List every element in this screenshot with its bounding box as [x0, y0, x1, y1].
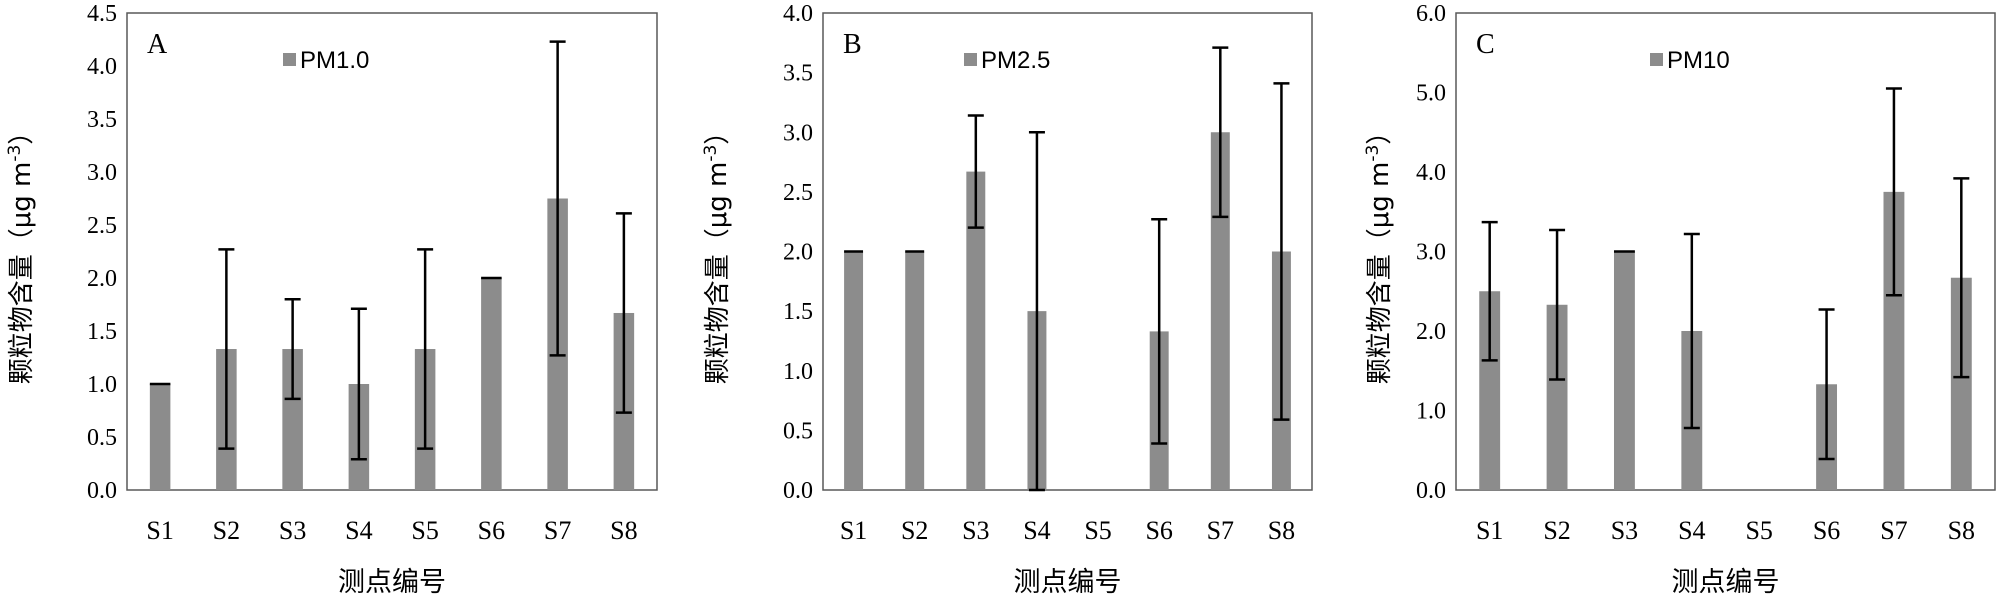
y-axis-title-superscript: -3 [5, 145, 25, 162]
y-tick-label: 2.0 [87, 266, 117, 292]
x-tick-label-s4: S4 [1023, 516, 1050, 545]
y-tick-label: 5.0 [1416, 81, 1446, 107]
bar-s7 [1883, 191, 1905, 490]
y-axis-title-main: 颗粒物含量（μg m [7, 162, 37, 385]
y-tick-label: 4.0 [783, 1, 813, 27]
y-tick-label: 1.0 [1416, 399, 1446, 425]
y-tick-label: 3.0 [87, 160, 117, 186]
legend-swatch [964, 53, 977, 66]
x-tick-label-s6: S6 [478, 516, 505, 545]
x-tick-label-s1: S1 [1476, 516, 1503, 545]
y-axis-title-superscript: -3 [1363, 145, 1383, 162]
y-tick-label: 0.0 [783, 478, 813, 504]
y-tick-label: 1.5 [87, 319, 117, 345]
y-tick-label: 3.5 [87, 107, 117, 133]
bar-s1 [1479, 291, 1501, 490]
x-tick-label-s7: S7 [1207, 516, 1234, 545]
x-tick-label-s6: S6 [1145, 516, 1172, 545]
bar-s3 [966, 171, 986, 491]
bar-s3 [282, 349, 303, 490]
y-axis-title: 颗粒物含量（μg m-3） [701, 119, 733, 385]
y-tick-label: 2.0 [1416, 319, 1446, 345]
x-tick-label-s3: S3 [962, 516, 989, 545]
panel-letter: A [147, 29, 168, 60]
y-tick-label: 6.0 [1416, 1, 1446, 27]
x-axis-title: 测点编号 [1672, 567, 1780, 596]
y-tick-label: 3.5 [783, 61, 813, 87]
y-axis-title-close: ） [703, 119, 733, 145]
y-axis-title-superscript: -3 [701, 145, 721, 162]
bar-s7 [1210, 132, 1230, 490]
bar-s3 [1613, 251, 1635, 490]
x-tick-label-s5: S5 [1745, 516, 1772, 545]
y-tick-label: 0.0 [1416, 478, 1446, 504]
x-axis-title: 测点编号 [338, 567, 446, 596]
y-tick-label: 3.0 [1416, 240, 1446, 266]
y-axis-title-main: 颗粒物含量（μg m [703, 162, 733, 385]
legend-label: PM1.0 [300, 47, 369, 74]
x-tick-label-s2: S2 [213, 516, 240, 545]
y-axis-title-main: 颗粒物含量（μg m [1365, 162, 1395, 385]
x-tick-label-s5: S5 [411, 516, 438, 545]
bar-s2 [905, 251, 925, 490]
plot-frame [1455, 12, 1996, 491]
plot-frame [126, 12, 658, 491]
x-tick-label-s3: S3 [279, 516, 306, 545]
chart-panel-a: 0.0 0.5 1.0 1.5 2.0 2.5 3.0 3.5 4.0 4.5 S1 S2 S3 S4 S5… [5, 1, 658, 596]
y-axis-title: 颗粒物含量（μg m-3） [5, 119, 37, 385]
x-tick-label-s4: S4 [345, 516, 372, 545]
x-tick-label-s1: S1 [840, 516, 867, 545]
y-axis-title-close: ） [7, 119, 37, 145]
chart-panel-c: 0.0 1.0 2.0 3.0 4.0 5.0 6.0 S1 S2 S3 S4 S5 S6 S7 S8 C PM… [1363, 1, 1996, 596]
x-tick-label-s6: S6 [1813, 516, 1840, 545]
y-tick-label: 1.0 [783, 359, 813, 385]
x-tick-label-s8: S8 [610, 516, 637, 545]
x-tick-label-s3: S3 [1611, 516, 1638, 545]
y-tick-label: 2.0 [783, 240, 813, 266]
x-tick-label-s7: S7 [544, 516, 571, 545]
legend-swatch [1650, 53, 1663, 66]
x-tick-label-s1: S1 [146, 516, 173, 545]
chart-panel-b: 0.0 0.5 1.0 1.5 2.0 2.5 3.0 3.5 4.0 S1 S2 S3 S4 S5 S6 S… [701, 1, 1313, 596]
panel-letter: B [843, 29, 862, 60]
x-axis-title: 测点编号 [1014, 567, 1122, 596]
y-tick-label: 2.5 [783, 180, 813, 206]
x-tick-label-s2: S2 [901, 516, 928, 545]
legend-swatch [283, 53, 296, 66]
y-axis-title-close: ） [1365, 119, 1395, 145]
y-tick-label: 0.5 [783, 418, 813, 444]
y-axis-title: 颗粒物含量（μg m-3） [1363, 119, 1395, 385]
bar-s8 [1950, 277, 1972, 490]
bar-s1 [844, 251, 864, 490]
y-tick-label: 0.0 [87, 478, 117, 504]
plot-frame [822, 12, 1313, 491]
y-tick-label: 1.0 [87, 372, 117, 398]
y-tick-label: 4.0 [87, 54, 117, 80]
legend-label: PM10 [1667, 47, 1730, 74]
x-tick-label-s4: S4 [1678, 516, 1705, 545]
x-tick-label-s2: S2 [1543, 516, 1570, 545]
x-tick-label-s8: S8 [1268, 516, 1295, 545]
y-tick-label: 2.5 [87, 213, 117, 239]
bar-s6 [481, 278, 502, 490]
legend-label: PM2.5 [981, 47, 1050, 74]
x-tick-label-s5: S5 [1084, 516, 1111, 545]
y-tick-label: 1.5 [783, 299, 813, 325]
bar-s1 [149, 384, 171, 490]
panel-letter: C [1476, 29, 1495, 60]
bar-s2 [1546, 304, 1568, 490]
y-tick-label: 0.5 [87, 425, 117, 451]
y-tick-label: 3.0 [783, 120, 813, 146]
x-tick-label-s8: S8 [1948, 516, 1975, 545]
x-tick-label-s7: S7 [1880, 516, 1907, 545]
y-tick-label: 4.0 [1416, 160, 1446, 186]
y-tick-label: 4.5 [87, 1, 117, 27]
